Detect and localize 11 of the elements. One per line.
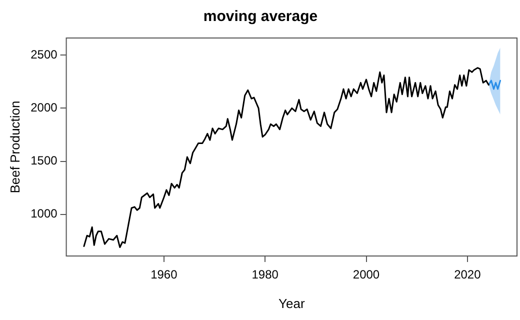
x-tick-label: 2020 <box>454 268 482 282</box>
y-axis-title: Beef Production <box>7 100 22 194</box>
x-tick-label: 1960 <box>150 268 178 282</box>
x-tick-label: 1980 <box>252 268 279 282</box>
y-tick-label: 2500 <box>30 47 58 62</box>
x-tick-label: 2000 <box>352 268 380 282</box>
y-tick-label: 2000 <box>30 100 58 114</box>
y-tick-label: 1500 <box>30 154 58 168</box>
x-axis-title: Year <box>278 296 306 311</box>
y-tick-label: 1000 <box>30 206 58 221</box>
chart-title: moving average <box>203 8 318 26</box>
